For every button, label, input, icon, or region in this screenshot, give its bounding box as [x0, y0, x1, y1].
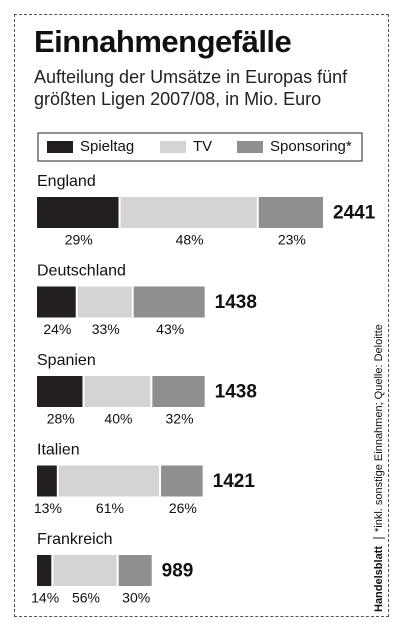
note: *inkl. sonstige Einnahmen; Quelle: Deloi… [373, 324, 385, 532]
legend-label: Sponsoring* [270, 138, 352, 155]
bar-segment [118, 555, 152, 586]
bar-segment [120, 197, 257, 228]
value-label: 33% [92, 321, 120, 337]
bar-segment [161, 465, 203, 497]
value-label: 14% [31, 590, 59, 606]
legend-swatch [47, 141, 73, 153]
category-label: Frankreich [37, 531, 113, 548]
bar-segment [152, 376, 205, 407]
bar-segment [37, 555, 52, 586]
value-label: 29% [65, 232, 93, 248]
bar-segment [58, 465, 160, 497]
value-label: 26% [169, 500, 197, 516]
value-label: 61% [96, 500, 124, 516]
value-label: 24% [43, 321, 71, 337]
value-label: 13% [34, 500, 62, 516]
legend-swatch [237, 141, 263, 153]
total-label: 1438 [215, 292, 257, 313]
bar-segment [53, 555, 117, 586]
chart-subtitle: Aufteilung der Umsätze in Europas fünf g… [34, 67, 348, 109]
total-label: 1438 [215, 382, 257, 403]
legend-box [37, 132, 363, 162]
bar-segment [84, 376, 151, 407]
category-label: Italien [37, 442, 80, 459]
total-label: 2441 [333, 203, 376, 224]
bar-segment [258, 197, 323, 228]
value-label: 40% [104, 411, 132, 427]
bar-segment [37, 286, 76, 318]
bar-segment [133, 286, 205, 318]
bar-segment [37, 376, 83, 407]
bar-segment [77, 286, 132, 318]
legend-label: TV [193, 138, 212, 155]
value-label: 43% [156, 321, 184, 337]
total-label: 989 [162, 561, 194, 582]
value-label: 23% [278, 232, 306, 248]
category-label: Deutschland [37, 263, 126, 280]
chart-title: Einnahmengefälle [34, 24, 292, 59]
value-label: 32% [166, 411, 194, 427]
value-label: 30% [122, 590, 150, 606]
value-label: 56% [72, 590, 100, 606]
total-label: 1421 [213, 471, 256, 492]
source: Handelsblatt [373, 546, 385, 612]
bar-segment [37, 465, 57, 497]
side-note: Handelsblatt *inkl. sonstige Einnahmen; … [373, 324, 385, 612]
value-label: 48% [176, 232, 204, 248]
value-label: 28% [47, 411, 75, 427]
bar-segment [37, 197, 119, 228]
category-label: Spanien [37, 352, 96, 369]
frame [14, 14, 389, 617]
category-label: England [37, 173, 96, 190]
legend-label: Spieltag [80, 138, 134, 155]
legend-swatch [160, 141, 186, 153]
